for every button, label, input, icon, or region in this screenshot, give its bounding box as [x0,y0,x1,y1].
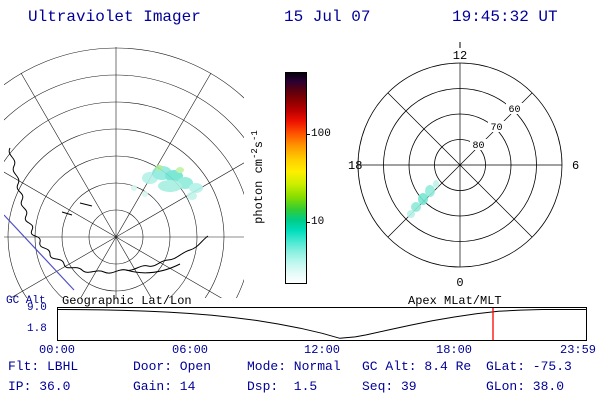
colorbar-tick-100: 100 [311,128,331,140]
units-exp-1: -2 [250,148,260,160]
status-glat: GLat: -75.3 [486,359,572,374]
units-base-2: s [252,140,266,149]
aurora-emission-apex [407,180,439,218]
mlat-label-60: 60 [508,105,520,116]
geographic-map-panel [4,47,244,298]
altitude-tick-min: 1.8 [27,323,47,335]
units-base-1: photon cm [252,159,266,224]
mlt-label-0: 0 [456,276,463,290]
altitude-tick-max: 9.0 [27,302,47,314]
intensity-colorbar [285,72,307,284]
geo-panel-caption: Geographic Lat/Lon [62,294,192,308]
status-seq: Seq: 39 [362,379,417,394]
altitude-curve-svg [57,308,586,340]
time-tick-2359: 23:59 [559,343,597,357]
status-door: Door: Open [133,359,212,374]
latlon-grid [4,47,244,298]
altitude-axis-label: GC Alt [6,295,46,307]
aurora-emission-geo [131,165,203,200]
altitude-strip-chart [57,307,587,341]
mlt-label-18: 18 [348,159,362,173]
time-tick-1200: 12:00 [303,343,341,357]
colorbar-units-label: photon cm-2s-1 [250,130,266,224]
time-tick-1800: 18:00 [435,343,473,357]
units-exp-2: -1 [250,130,260,141]
time-tick-0600: 06:00 [171,343,209,357]
status-dsp: Dsp: 1.5 [247,379,318,394]
status-gc-alt: GC Alt: 8.4 Re [362,359,472,374]
terminator-line [4,214,75,291]
mlat-label-80: 80 [472,141,484,152]
status-gain: Gain: 14 [133,379,196,394]
app-title: Ultraviolet Imager [28,8,201,26]
time-tick-0000: 00:00 [38,343,76,357]
mlt-label-6: 6 [572,159,579,173]
antarctica-coastline [8,147,209,274]
apex-panel-caption: Apex MLat/MLT [408,294,502,308]
mlt-axis-labels: 12 18 6 0 [348,42,579,290]
mlt-label-12: 12 [453,49,467,63]
mlat-label-70: 70 [490,123,502,134]
status-glon: GLon: 38.0 [486,379,565,394]
colorbar-tick-mark-10 [306,222,310,223]
colorbar-tick-mark-100 [306,134,310,135]
status-ip: IP: 36.0 [8,379,71,394]
mlat-ring-labels: 80 70 60 [470,103,523,152]
mlt-spokes [358,63,562,267]
status-flt: Flt: LBHL [8,359,79,374]
date-display: 15 Jul 07 [284,8,371,26]
apex-polar-panel: 80 70 60 12 18 6 0 [348,42,579,290]
colorbar-tick-10: 10 [311,216,325,228]
status-mode: Mode: Normal [247,359,341,374]
altitude-curve [57,309,586,339]
time-display: 19:45:32 UT [452,8,558,26]
